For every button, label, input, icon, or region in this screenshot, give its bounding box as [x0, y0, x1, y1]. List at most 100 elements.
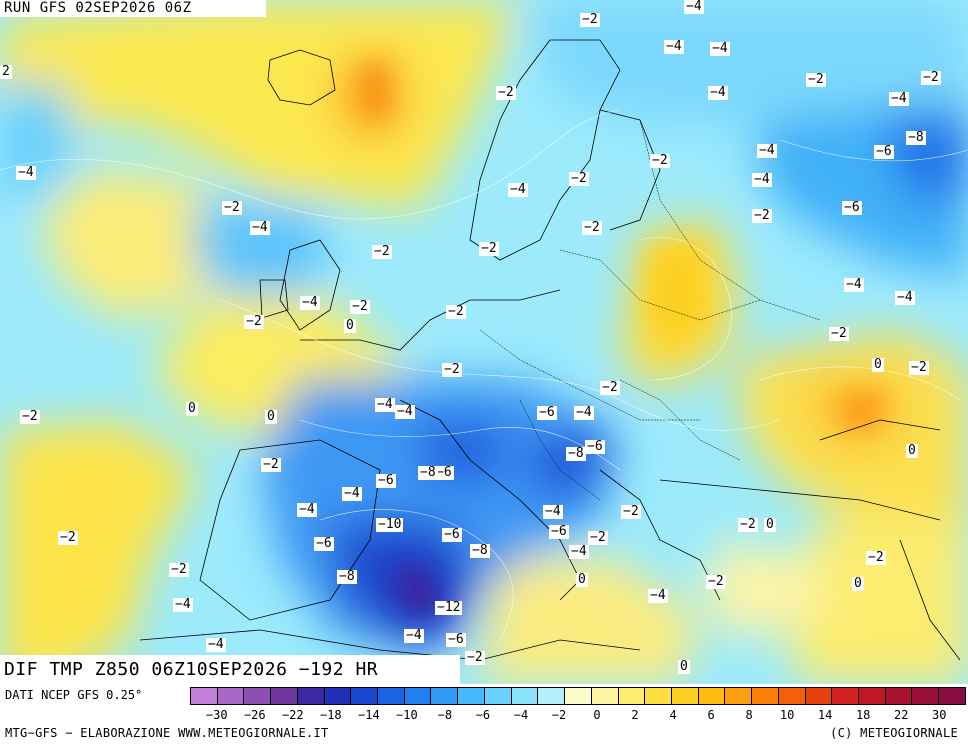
colorbar-swatch [351, 688, 379, 704]
contour-label: −4 [752, 172, 772, 187]
colorbar-swatch [431, 688, 459, 704]
contour-label: −2 [909, 360, 929, 375]
contour-label: 0 [764, 517, 776, 532]
contour-label: −4 [684, 0, 704, 14]
run-title: RUN GFS 02SEP2026 06Z [0, 0, 266, 17]
colorbar-tick-label: 8 [745, 708, 753, 722]
colorbar-swatch [591, 688, 619, 704]
contour-label: −2 [921, 70, 941, 85]
contour-label: −6 [376, 473, 396, 488]
contour-label: −2 [465, 650, 485, 665]
contour-label: −4 [250, 220, 270, 235]
colorbar-tick-label: 30 [932, 708, 947, 722]
data-source-label: DATI NCEP GFS 0.25° [5, 688, 143, 702]
contour-label: −2 [58, 530, 78, 545]
colorbar-swatch [538, 688, 566, 704]
contour-label: −6 [442, 527, 462, 542]
contour-label: −6 [585, 439, 605, 454]
colorbar-swatch [885, 688, 913, 704]
colorbar-swatch [725, 688, 753, 704]
contour-label: −2 [866, 550, 886, 565]
contour-label: −2 [169, 562, 189, 577]
contour-label: −4 [844, 277, 864, 292]
colorbar-swatch [752, 688, 779, 704]
contour-label: −4 [300, 295, 320, 310]
contour-label: −2 [372, 244, 392, 259]
contour-label: −6 [874, 144, 894, 159]
colorbar-swatch [271, 688, 298, 704]
colorbar-swatch [645, 688, 672, 704]
contour-label: −8 [470, 543, 490, 558]
contour-label: −2 [261, 457, 281, 472]
contour-label: 0 [678, 659, 690, 674]
contour-label: −6 [446, 632, 466, 647]
colorbar-tick-label: 14 [817, 708, 833, 722]
contour-label: −2 [479, 241, 499, 256]
contour-label: −2 [582, 220, 602, 235]
contour-label: −2 [738, 517, 758, 532]
colorbar-tick-label: 10 [779, 708, 795, 722]
colorbar-swatch [805, 688, 833, 704]
contour-label: −2 [706, 574, 726, 589]
contour-label: −4 [543, 504, 563, 519]
colorbar-swatch [191, 688, 218, 704]
contour-label: 0 [186, 401, 198, 416]
colorbar-swatch [671, 688, 699, 704]
colorbar-swatch [565, 688, 592, 704]
colorbar-swatch [244, 688, 272, 704]
colorbar-swatch [618, 688, 646, 704]
anomaly-field [0, 0, 968, 684]
contour-label: −6 [549, 524, 569, 539]
contour-label: −8 [906, 130, 926, 145]
colorbar-swatch [378, 688, 405, 704]
colorbar-tick-label: 0 [593, 708, 601, 722]
contour-label: −6 [434, 465, 454, 480]
contour-label: −4 [895, 290, 915, 305]
contour-label: −2 [446, 304, 466, 319]
contour-label: −2 [588, 530, 608, 545]
colorbar-swatch [217, 688, 245, 704]
contour-label: −2 [806, 72, 826, 87]
colorbar-swatch [297, 688, 325, 704]
colorbar-tick-label: −2 [551, 708, 567, 722]
colorbar-swatch [939, 688, 965, 704]
contour-label: −2 [350, 299, 370, 314]
contour-label: −4 [375, 397, 395, 412]
colorbar-swatch [484, 688, 512, 704]
colorbar [190, 687, 966, 705]
contour-label: −4 [569, 544, 589, 559]
colorbar-tick-label: −10 [396, 708, 418, 722]
contour-label: −4 [16, 165, 36, 180]
colorbar-tick-label: 18 [855, 708, 871, 722]
contour-label: −2 [20, 409, 40, 424]
contour-label: −4 [173, 597, 193, 612]
contour-label: −4 [708, 85, 728, 100]
contour-label: −4 [508, 182, 528, 197]
colorbar-swatch [324, 688, 352, 704]
contour-label: −8 [337, 569, 357, 584]
contour-label: −10 [376, 517, 404, 532]
map-title: DIF TMP Z850 06Z10SEP2026 −192 HR [0, 655, 460, 684]
contour-label: −6 [314, 536, 334, 551]
colorbar-tick-label: −14 [358, 708, 380, 722]
colorbar-tick-label: −22 [281, 708, 304, 722]
credit-left: MTG−GFS − ELABORAZIONE WWW.METEOGIORNALE… [5, 726, 329, 740]
colorbar-tick-label: 6 [707, 708, 715, 722]
temperature-anomaly-map: RUN GFS 02SEP2026 06Z −2 −4 −4 −2 −2 −4 … [0, 0, 968, 684]
colorbar-tick-label: −6 [475, 708, 491, 722]
contour-label: −2 [496, 85, 516, 100]
colorbar-swatch [404, 688, 432, 704]
contour-label: −8 [418, 465, 438, 480]
contour-label: −2 [829, 326, 849, 341]
colorbar-swatch [458, 688, 485, 704]
contour-label: −6 [537, 405, 557, 420]
colorbar-tick-label: −8 [437, 708, 453, 722]
contour-label: −2 [650, 153, 670, 168]
contour-label: −2 [244, 314, 264, 329]
colorbar-tick-label: −4 [513, 708, 529, 722]
colorbar-tick-label: 22 [893, 708, 909, 722]
colorbar-tick-label: 4 [669, 708, 677, 722]
colorbar-swatch [511, 688, 539, 704]
contour-label: 2 [0, 64, 12, 79]
contour-label: −2 [222, 200, 242, 215]
